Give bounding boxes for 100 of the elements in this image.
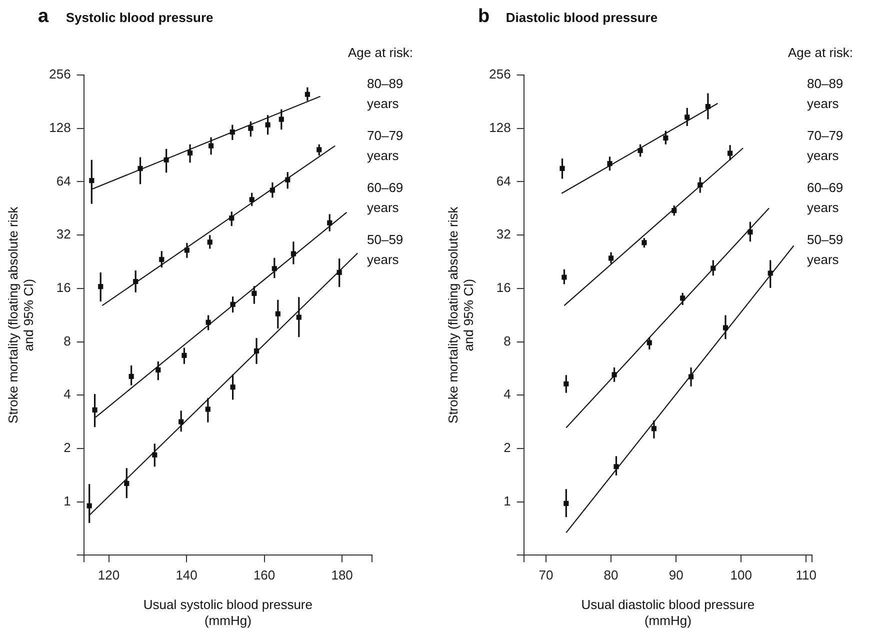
point <box>296 314 302 320</box>
point <box>252 290 257 296</box>
point <box>562 274 567 280</box>
legend-title: Age at risk: <box>788 45 854 60</box>
x-tick-label: 110 <box>796 568 817 583</box>
text: 60–69 years <box>807 180 844 215</box>
point <box>187 150 193 156</box>
y-tick-label: 64 <box>496 173 511 188</box>
point <box>206 320 211 325</box>
point <box>560 166 565 172</box>
text: 50–59 years <box>807 232 844 267</box>
point <box>124 480 130 486</box>
point <box>327 220 332 226</box>
point <box>275 311 280 316</box>
point <box>642 240 647 246</box>
y-tick-label: 32 <box>56 226 71 242</box>
x-tick-label: 100 <box>730 568 752 583</box>
x-tick-label: 80 <box>604 568 618 583</box>
chart-title: Systolic blood pressure <box>66 10 214 25</box>
x-tick-label: 180 <box>331 568 353 583</box>
legend-title: Age at risk: <box>348 45 414 60</box>
point <box>316 147 322 152</box>
point <box>152 452 158 458</box>
point <box>230 302 236 307</box>
text: 60–69 years <box>367 180 404 215</box>
point <box>178 419 184 424</box>
point <box>133 278 138 284</box>
x-axis-title: Usual diastolic blood pressure (mmHg) <box>581 597 755 628</box>
point <box>98 284 104 290</box>
point <box>705 104 710 110</box>
point <box>230 384 236 390</box>
x-tick-label: 140 <box>176 568 198 583</box>
point <box>156 367 161 372</box>
point <box>229 216 234 221</box>
point <box>92 407 98 412</box>
point <box>564 381 569 386</box>
point <box>278 116 284 122</box>
y-tick-label: 1 <box>504 493 511 508</box>
point <box>265 122 270 128</box>
y-axis-title: Stroke mortality (floating absolute risk and 95% CI) <box>445 206 476 424</box>
text: a <box>38 6 49 27</box>
y-tick-label: 16 <box>496 280 511 295</box>
y-tick-label: 128 <box>489 120 511 135</box>
point <box>722 325 728 330</box>
y-tick-label: 4 <box>64 386 71 402</box>
point <box>768 270 773 276</box>
point <box>672 208 677 214</box>
text: 70–79 years <box>807 128 844 163</box>
point <box>89 178 94 184</box>
point <box>748 229 753 235</box>
point <box>638 148 643 154</box>
point <box>86 503 92 508</box>
y-tick-label: 2 <box>504 440 511 456</box>
point <box>230 130 235 135</box>
point <box>248 126 254 131</box>
point <box>285 177 290 182</box>
point <box>684 114 690 120</box>
point <box>184 248 190 253</box>
point <box>182 352 187 358</box>
point <box>290 251 296 256</box>
y-tick-label: 8 <box>504 333 511 348</box>
text: 70–79 years <box>367 128 404 163</box>
point <box>207 240 212 245</box>
x-tick-label: 160 <box>253 568 276 583</box>
point <box>728 150 733 156</box>
x-tick-label: 120 <box>98 568 120 583</box>
series-label: 50–59 years <box>367 232 404 267</box>
point <box>608 256 614 261</box>
point <box>688 374 694 380</box>
y-tick-label: 64 <box>56 173 71 188</box>
point <box>614 464 619 470</box>
point <box>607 161 612 166</box>
y-tick-label: 128 <box>49 120 71 135</box>
text: 80–89 years <box>807 76 844 111</box>
point <box>710 266 716 271</box>
text: b <box>478 6 490 27</box>
point <box>164 157 169 162</box>
y-tick-label: 2 <box>64 440 71 456</box>
point <box>208 143 214 148</box>
y-tick-label: 256 <box>489 66 511 82</box>
x-tick-label: 70 <box>538 568 554 583</box>
y-axis-title: Stroke mortality (floating absolute risk and 95% CI) <box>5 206 36 424</box>
point <box>138 166 143 172</box>
point <box>304 92 310 97</box>
point <box>336 270 342 275</box>
point <box>646 340 652 346</box>
y-tick-label: 32 <box>496 226 511 242</box>
chart-title: Diastolic blood pressure <box>506 10 658 25</box>
text: 80–89 years <box>367 76 404 111</box>
point <box>651 426 657 432</box>
point <box>270 188 276 193</box>
point <box>698 182 703 188</box>
point <box>128 374 134 379</box>
point <box>205 406 210 412</box>
point <box>254 348 260 354</box>
y-tick-label: 256 <box>49 66 71 82</box>
point <box>612 372 617 378</box>
point <box>663 135 668 140</box>
y-tick-label: 8 <box>64 333 71 348</box>
point <box>272 266 277 272</box>
